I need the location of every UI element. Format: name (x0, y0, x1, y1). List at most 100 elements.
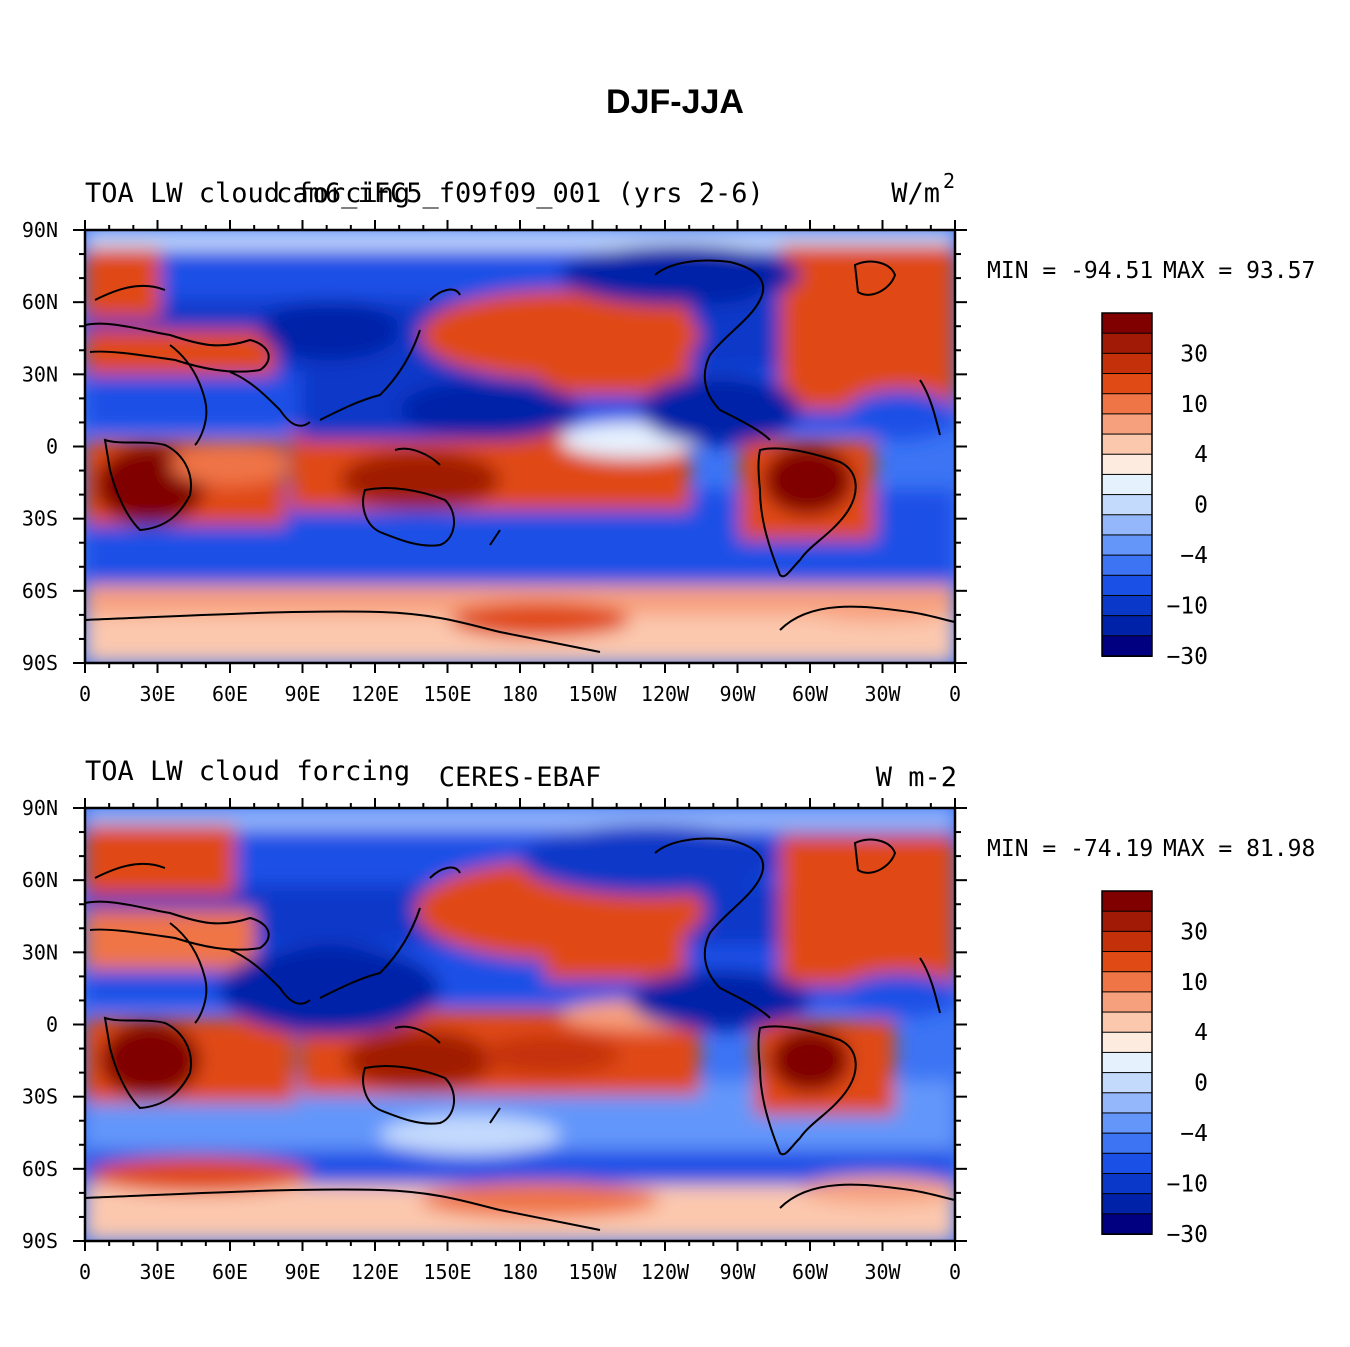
x-tick-label: 90E (284, 1260, 320, 1284)
y-tick-label: 60N (22, 290, 58, 314)
colorbar-label: 0 (1194, 493, 1208, 519)
colorbar-swatch (1101, 1031, 1153, 1054)
page-title: DJF-JJA (606, 83, 744, 121)
colorbar-label: 30 (1180, 919, 1208, 945)
x-tick-label: 90E (284, 682, 320, 706)
panel-center-title: cam6_iFC5_f09f09_001 (yrs 2-6) (276, 178, 764, 209)
x-tick-label: 30W (864, 682, 901, 706)
panel-model: TOA LW cloud forcing cam6_iFC5_f09f09_00… (83, 169, 1315, 665)
x-tick-label: 60W (792, 1260, 829, 1284)
colorbar-swatch (1101, 1193, 1153, 1215)
colorbar-swatch (1101, 373, 1153, 395)
y-tick-label: 60N (22, 868, 58, 892)
map-axes: 0 30E 60E 90E 120E 150E 180 150W 120W 90W 60W 30W 09… (22, 796, 967, 1284)
y-tick-label: 90S (22, 651, 58, 675)
x-tick-label: 0 (949, 682, 961, 706)
colorbar: 30 10 4 0 −4 −10 −30 (1101, 312, 1208, 670)
y-tick-label: 90N (22, 796, 58, 820)
colorbar-swatch (1101, 971, 1153, 993)
colorbar-swatch (1101, 1092, 1153, 1114)
colorbar-swatch (1101, 1172, 1153, 1195)
x-tick-label: 150E (423, 682, 471, 706)
y-tick-label: 30N (22, 362, 58, 386)
units-superscript: 2 (943, 169, 955, 193)
colorbar-label: −10 (1166, 1172, 1208, 1198)
y-tick-label: 0 (46, 1013, 58, 1037)
colorbar-swatch (1101, 615, 1153, 637)
colorbar-swatch (1101, 433, 1153, 456)
colorbar-label: −4 (1180, 543, 1208, 569)
x-tick-label: 0 (79, 682, 91, 706)
y-tick-label: 60S (22, 1157, 58, 1181)
x-tick-label: 120W (641, 1260, 690, 1284)
panel-units: W/m (891, 178, 940, 209)
x-tick-label: 60E (212, 682, 248, 706)
colorbar-swatch (1101, 494, 1153, 516)
colorbar-swatch (1101, 991, 1153, 1014)
colorbar-label: 30 (1180, 341, 1208, 367)
colorbar-swatch (1101, 1072, 1153, 1094)
colorbar-swatch (1101, 352, 1153, 375)
x-tick-label: 30W (864, 1260, 901, 1284)
colorbar-swatch (1101, 554, 1153, 577)
map-field (85, 808, 955, 1241)
colorbar-label: −30 (1166, 644, 1208, 670)
x-tick-label: 150W (568, 1260, 617, 1284)
y-tick-label: 30N (22, 940, 58, 964)
colorbar-swatch (1101, 890, 1153, 913)
colorbar-swatch (1101, 951, 1153, 973)
panel-center-title: CERES-EBAF (439, 762, 602, 793)
y-tick-label: 90N (22, 218, 58, 242)
x-tick-label: 90W (719, 682, 756, 706)
panel-left-title: TOA LW cloud forcing (85, 756, 410, 787)
x-tick-label: 180 (502, 682, 538, 706)
colorbar-swatch (1101, 1132, 1153, 1155)
colorbar-label: −10 (1166, 594, 1208, 620)
colorbar-swatch (1101, 473, 1153, 496)
colorbar-frame (1101, 312, 1153, 657)
colorbar-swatch (1101, 1011, 1153, 1034)
colorbar-swatch (1101, 534, 1153, 557)
y-tick-label: 60S (22, 579, 58, 603)
x-tick-label: 120W (641, 682, 690, 706)
x-tick-label: 180 (502, 1260, 538, 1284)
y-tick-label: 30S (22, 1085, 58, 1109)
y-tick-label: 30S (22, 507, 58, 531)
colorbar-swatch (1101, 1112, 1153, 1135)
colorbar-swatch (1101, 930, 1153, 953)
min-label: MIN = -74.19 (987, 836, 1153, 862)
x-tick-label: 60E (212, 1260, 248, 1284)
x-tick-label: 120E (351, 682, 399, 706)
panel-units: W m-2 (876, 762, 957, 793)
colorbar-label: 0 (1194, 1071, 1208, 1097)
colorbar-label: 10 (1180, 970, 1208, 996)
colorbar-swatch (1101, 514, 1153, 536)
colorbar-swatch (1101, 332, 1153, 355)
min-label: MIN = -94.51 (987, 258, 1153, 284)
max-label: MAX = 81.98 (1163, 836, 1315, 862)
axes-layer: 0 30E 60E 90E 120E 150E 180 150W 120W 90W 60W 30W 09… (22, 218, 967, 1284)
colorbar-swatch (1101, 910, 1153, 933)
map-field (85, 230, 955, 663)
x-tick-label: 0 (949, 1260, 961, 1284)
coastlines (85, 259, 955, 653)
max-label: MAX = 93.57 (1163, 258, 1315, 284)
colorbar-frame (1101, 890, 1153, 1235)
x-tick-label: 60W (792, 682, 829, 706)
colorbar-label: −30 (1166, 1222, 1208, 1248)
colorbar-swatch (1101, 1213, 1153, 1235)
colorbar-swatch (1101, 574, 1153, 597)
colorbar-swatch (1101, 635, 1153, 658)
x-tick-label: 150E (423, 1260, 471, 1284)
units-text: W/m (891, 178, 940, 209)
panel-observations: TOA LW cloud forcing CERES-EBAF W m-2 (83, 756, 1315, 1243)
x-tick-label: 150W (568, 682, 617, 706)
x-tick-label: 120E (351, 1260, 399, 1284)
colorbar-label: −4 (1180, 1121, 1208, 1147)
colorbar-label: 10 (1180, 392, 1208, 418)
colorbar-swatch (1101, 1051, 1153, 1074)
x-tick-label: 30E (139, 682, 175, 706)
panel-left-title: TOA LW cloud forcing (85, 178, 410, 209)
colorbar-swatch (1101, 453, 1153, 476)
colorbar-swatch (1101, 594, 1153, 617)
